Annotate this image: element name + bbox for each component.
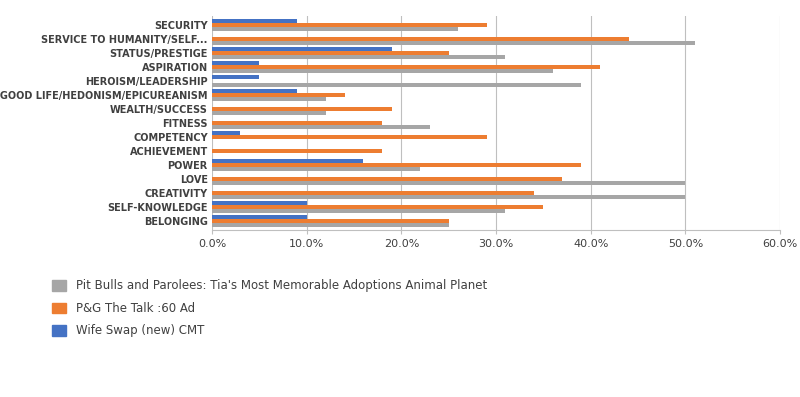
- Bar: [212, 65, 600, 69]
- Bar: [212, 167, 420, 171]
- Bar: [212, 209, 506, 213]
- Bar: [212, 205, 543, 209]
- Bar: [212, 27, 458, 31]
- Bar: [212, 191, 534, 195]
- Bar: [212, 51, 449, 55]
- Bar: [212, 61, 259, 65]
- Bar: [212, 159, 363, 163]
- Bar: [212, 107, 392, 111]
- Bar: [212, 97, 326, 101]
- Bar: [212, 125, 430, 129]
- Bar: [212, 201, 306, 205]
- Bar: [212, 163, 581, 167]
- Bar: [212, 83, 581, 87]
- Bar: [212, 131, 240, 135]
- Bar: [212, 149, 382, 153]
- Bar: [212, 89, 298, 93]
- Bar: [212, 47, 392, 51]
- Bar: [212, 93, 345, 97]
- Bar: [212, 23, 486, 27]
- Bar: [212, 69, 553, 73]
- Bar: [212, 195, 686, 199]
- Bar: [212, 135, 486, 139]
- Bar: [212, 121, 382, 125]
- Bar: [212, 75, 259, 79]
- Bar: [212, 177, 562, 181]
- Legend: Pit Bulls and Parolees: Tia's Most Memorable Adoptions Animal Planet, P&G The Ta: Pit Bulls and Parolees: Tia's Most Memor…: [47, 275, 492, 342]
- Bar: [212, 37, 629, 41]
- Bar: [212, 55, 506, 59]
- Bar: [212, 181, 686, 185]
- Bar: [212, 223, 449, 227]
- Bar: [212, 219, 449, 223]
- Bar: [212, 215, 306, 219]
- Bar: [212, 19, 298, 23]
- Bar: [212, 41, 694, 45]
- Bar: [212, 111, 326, 115]
